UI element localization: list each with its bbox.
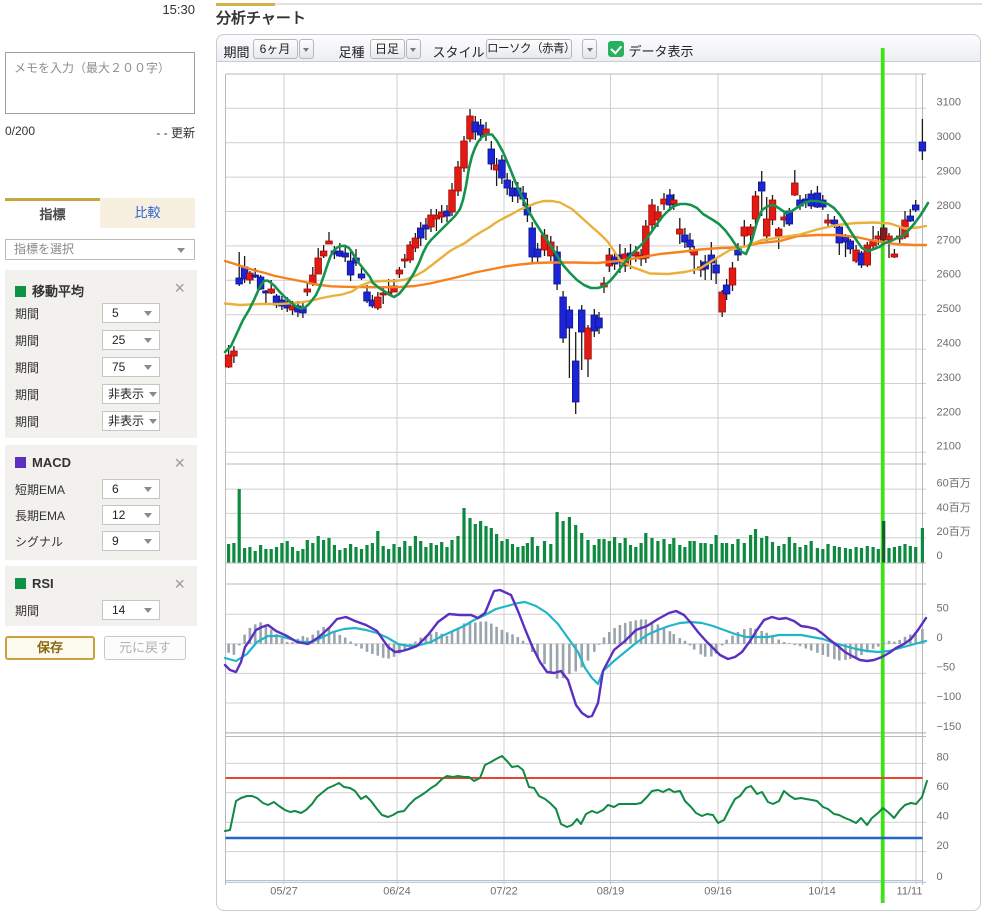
svg-text:80: 80 [937, 752, 949, 764]
svg-text:50: 50 [937, 602, 949, 614]
svg-text:3000: 3000 [937, 131, 961, 143]
svg-text:10/14: 10/14 [808, 886, 836, 898]
svg-text:20: 20 [937, 840, 949, 852]
svg-text:0: 0 [937, 871, 943, 883]
svg-text:09/16: 09/16 [704, 886, 732, 898]
svg-text:2500: 2500 [937, 303, 961, 315]
svg-text:2300: 2300 [937, 372, 961, 384]
svg-text:05/27: 05/27 [270, 886, 298, 898]
svg-text:2400: 2400 [937, 338, 961, 350]
svg-text:2700: 2700 [937, 234, 961, 246]
svg-text:0: 0 [937, 550, 943, 562]
svg-text:2800: 2800 [937, 200, 961, 212]
svg-text:2600: 2600 [937, 269, 961, 281]
svg-text:06/24: 06/24 [383, 886, 411, 898]
svg-text:07/22: 07/22 [490, 886, 518, 898]
svg-text:0: 0 [937, 632, 943, 644]
svg-text:11/11: 11/11 [897, 886, 923, 898]
svg-text:2200: 2200 [937, 406, 961, 418]
svg-text:−50: −50 [937, 662, 956, 674]
svg-text:2900: 2900 [937, 166, 961, 178]
svg-text:40百万: 40百万 [937, 502, 971, 514]
svg-text:40: 40 [937, 810, 949, 822]
svg-text:20百万: 20百万 [937, 526, 971, 538]
svg-text:60百万: 60百万 [937, 478, 971, 490]
svg-text:−150: −150 [937, 721, 962, 733]
svg-text:3100: 3100 [937, 97, 961, 109]
svg-text:2100: 2100 [937, 441, 961, 453]
svg-text:60: 60 [937, 781, 949, 793]
svg-text:−100: −100 [937, 691, 962, 703]
svg-text:08/19: 08/19 [597, 886, 625, 898]
